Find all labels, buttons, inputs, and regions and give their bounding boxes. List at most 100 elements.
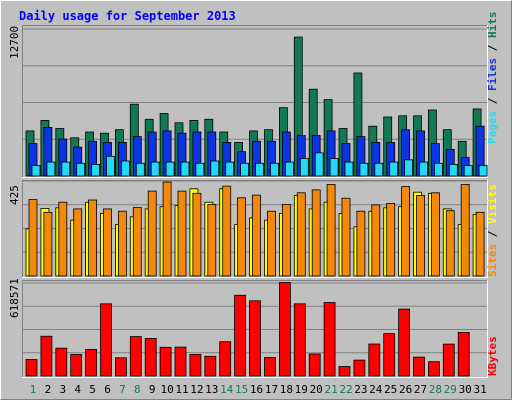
pages-bar (329, 158, 339, 177)
x-tick-label: 9 (149, 383, 156, 396)
kbytes-bar (264, 357, 276, 377)
panel-kbytes: 618571 KBytes (8, 278, 499, 378)
y-axis-max-label-hits: 12700 (8, 26, 21, 59)
visits-bar (177, 190, 187, 277)
kbytes-bar (174, 346, 187, 377)
pages-bar (404, 159, 414, 177)
kbytes-bar (234, 294, 247, 377)
pages-bar (314, 152, 324, 177)
kbytes-bar (293, 303, 306, 377)
visits-bar (88, 199, 97, 277)
visits-bar (475, 211, 485, 277)
x-tick-label: 14 (220, 383, 234, 396)
visits-bar (192, 192, 202, 277)
x-tick-label: 16 (250, 383, 263, 396)
kbytes-bar (353, 359, 366, 377)
legend-separator: / (486, 224, 499, 244)
x-tick-label: 11 (175, 383, 188, 396)
x-tick-label: 15 (235, 383, 248, 396)
pages-bar (284, 161, 294, 177)
pages-bar (344, 161, 354, 177)
visits-bar (207, 204, 217, 277)
visits-bar (73, 208, 83, 277)
visits-bar (296, 192, 306, 277)
x-tick-label: 29 (444, 383, 457, 396)
pages-bar (195, 162, 205, 177)
pages-bar (299, 158, 309, 177)
visits-bar (132, 207, 142, 277)
x-tick-label: 19 (295, 383, 308, 396)
kbytes-bar (278, 282, 291, 377)
visits-bar (430, 192, 440, 277)
pages-bar (165, 161, 175, 177)
kbytes-bar (308, 353, 321, 377)
side-label-kbytes: KBytes (486, 336, 499, 376)
kbytes-bar (323, 302, 336, 377)
visits-bar (267, 210, 276, 277)
panel-hits-files-pages: 12700 Pages / Files / Hits (8, 12, 499, 178)
x-tick-label: 25 (384, 383, 397, 396)
x-tick-label: 10 (160, 383, 173, 396)
x-tick-label: 8 (134, 383, 141, 396)
x-tick-label: 1 (30, 383, 37, 396)
x-tick-label: 27 (414, 383, 427, 396)
kbytes-bar (413, 356, 425, 377)
kbytes-bar (249, 300, 261, 377)
kbytes-bar (204, 355, 217, 377)
panel-1-bars (25, 36, 488, 177)
pages-bar (61, 161, 71, 177)
pages-bar (150, 161, 160, 177)
side-label-pages-files-hits: Pages / Files / Hits (486, 12, 499, 145)
pages-bar (180, 161, 190, 177)
legend-hits-label: Hits (486, 12, 499, 39)
kbytes-bar (398, 308, 411, 377)
side-label-sites-visits: Sites / Visits (486, 184, 499, 277)
visits-bar (326, 183, 336, 277)
kbytes-bar (70, 354, 83, 377)
pages-bar (359, 162, 369, 177)
legend-sites-label: Sites (486, 244, 499, 277)
pages-bar (106, 155, 115, 177)
visits-bar (386, 202, 396, 277)
pages-bar (240, 162, 250, 177)
pages-bar (46, 161, 56, 177)
pages-bar (255, 162, 264, 177)
y-axis-max-label-visits: 425 (8, 185, 21, 205)
pages-bar (448, 163, 458, 177)
pages-bar (121, 160, 130, 177)
panel-sites-visits: 425 Sites / Visits (8, 180, 499, 278)
visits-bar (401, 186, 411, 277)
x-tick-label: 3 (59, 383, 66, 396)
kbytes-bar (338, 366, 351, 377)
kbytes-bar (115, 357, 127, 377)
visits-bar (311, 189, 321, 277)
kbytes-bar (442, 343, 455, 377)
visits-bar (371, 204, 381, 277)
x-tick-label: 13 (205, 383, 218, 396)
visits-bar (445, 210, 455, 277)
kbytes-bar (189, 353, 202, 377)
visits-bar (341, 197, 351, 277)
kbytes-bar (144, 337, 157, 377)
x-tick-label: 2 (45, 383, 52, 396)
kbytes-bar (219, 341, 232, 377)
pages-bar (374, 162, 384, 177)
legend-files-label: Files (486, 58, 499, 91)
visits-bar (416, 195, 425, 277)
x-tick-label: 7 (119, 383, 126, 396)
kbytes-bar (85, 348, 97, 377)
pages-bar (419, 161, 428, 177)
pages-bar (225, 161, 235, 177)
pages-bar (76, 162, 86, 177)
legend-pages-label: Pages (486, 111, 499, 144)
x-tick-label: 17 (265, 383, 278, 396)
x-tick-label: 5 (89, 383, 96, 396)
legend-separator: / (486, 91, 499, 111)
kbytes-bar (383, 333, 396, 377)
chart-title: Daily usage for September 2013 (19, 9, 236, 23)
visits-bar (222, 185, 232, 277)
x-tick-label: 4 (74, 383, 81, 396)
pages-bar (270, 162, 279, 177)
kbytes-bar (100, 303, 112, 377)
pages-bar (135, 162, 145, 177)
